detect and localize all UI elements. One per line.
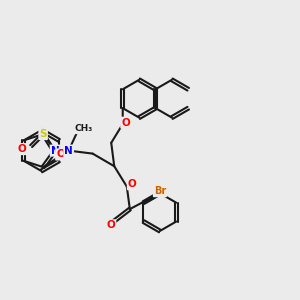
Text: S: S — [39, 129, 47, 139]
Text: N: N — [64, 146, 73, 156]
Text: O: O — [121, 118, 130, 128]
Text: O: O — [128, 179, 136, 189]
Text: O: O — [56, 149, 65, 160]
Text: O: O — [106, 220, 115, 230]
Text: Br: Br — [154, 186, 166, 196]
Text: CH₃: CH₃ — [74, 124, 93, 133]
Text: N: N — [51, 146, 59, 156]
Text: O: O — [18, 144, 26, 154]
